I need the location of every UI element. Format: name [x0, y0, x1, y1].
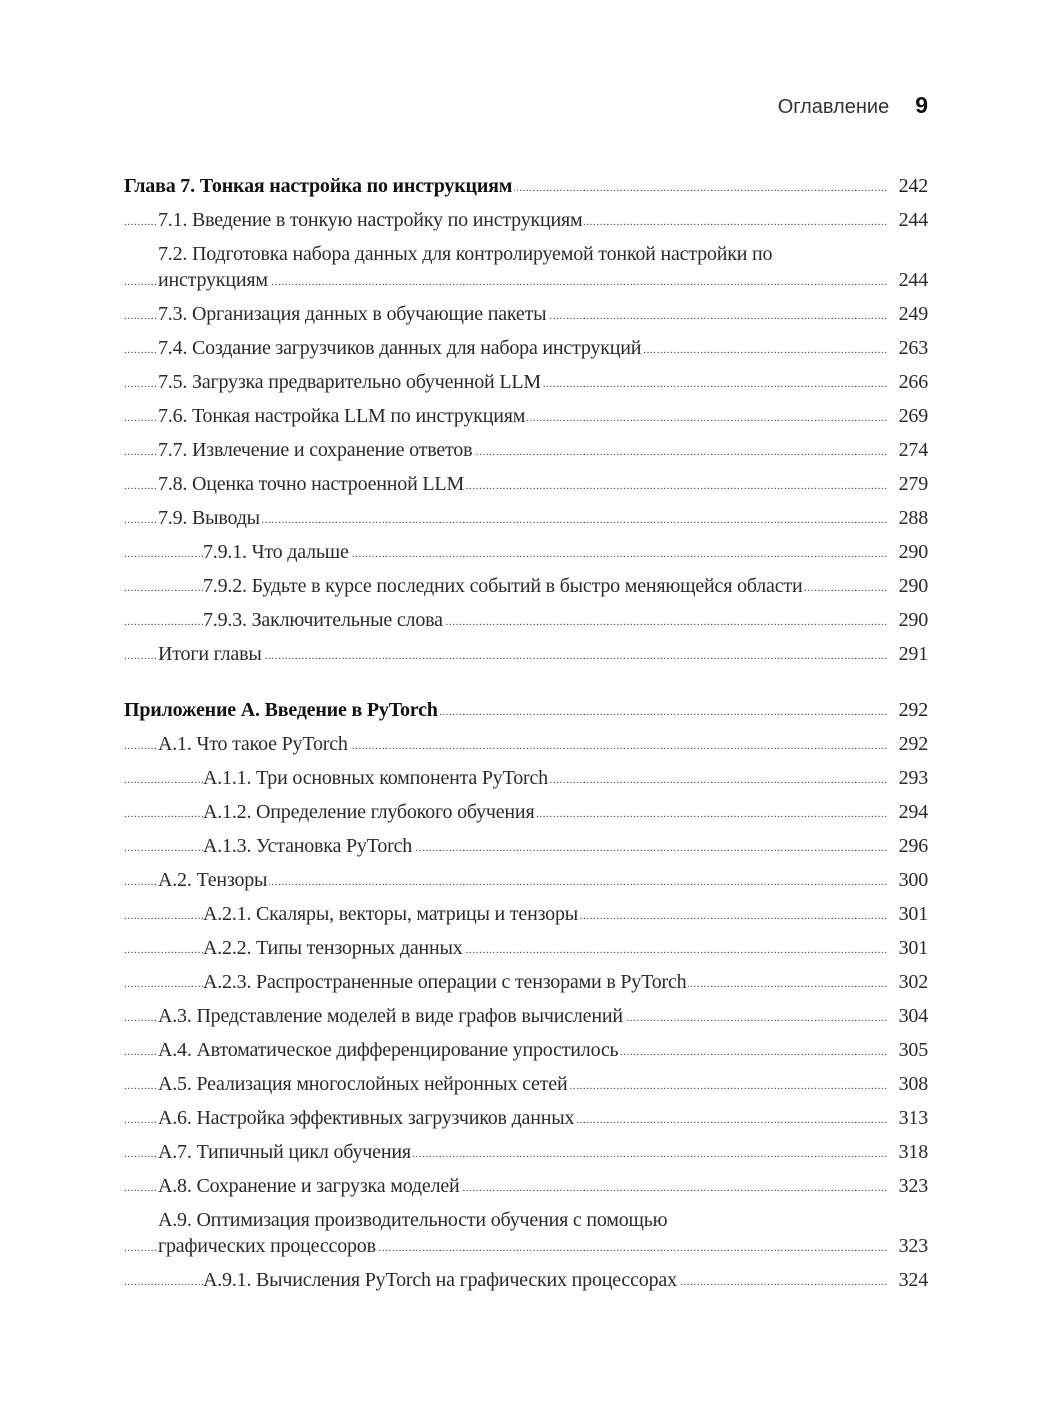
- toc-entry-title: А.4. Автоматическое дифференцирование уп…: [158, 1039, 621, 1061]
- toc-entry: 7.5. Загрузка предварительно обученной L…: [124, 365, 928, 399]
- toc-entry-page: 300: [898, 863, 928, 897]
- toc-chapter-entry: Приложение А. Введение в PyTorch 292: [124, 693, 928, 727]
- toc-entry-title: А.1. Что такое PyTorch: [158, 733, 350, 755]
- toc-entry-title: А.8. Сохранение и загрузка моделей: [158, 1175, 462, 1197]
- toc-entry: А.2.1. Скаляры, векторы, матрицы и тензо…: [124, 897, 928, 931]
- toc-entry-page: 263: [898, 331, 928, 365]
- toc-entry-page: 302: [898, 965, 928, 999]
- toc-entry-page: 266: [898, 365, 928, 399]
- toc-entry: Итоги главы 291: [124, 637, 928, 671]
- toc-entry-title: 7.9.1. Что дальше: [203, 541, 351, 563]
- toc-entry: 7.4. Создание загрузчиков данных для наб…: [124, 331, 928, 365]
- toc-entry: А.2.2. Типы тензорных данных 301: [124, 931, 928, 965]
- toc-entry-page: 274: [898, 433, 928, 467]
- toc-entry-page: 318: [898, 1135, 928, 1169]
- toc-entry-title: А.2.2. Типы тензорных данных: [203, 937, 465, 959]
- toc-entry: 7.7. Извлечение и сохранение ответов 274: [124, 433, 928, 467]
- toc-entry: А.1.1. Три основных компонента PyTorch 29…: [124, 761, 928, 795]
- toc-entry-page: 304: [898, 999, 928, 1033]
- toc-entry: А.1.3. Установка PyTorch 296: [124, 829, 928, 863]
- toc-entry-page: 269: [898, 399, 928, 433]
- toc-entry-page: 292: [898, 693, 928, 727]
- toc-entry: 7.9.3. Заключительные слова 290: [124, 603, 928, 637]
- toc-entry-title: 7.5. Загрузка предварительно обученной L…: [158, 371, 543, 393]
- toc-entry-title: А.7. Типичный цикл обучения: [158, 1141, 413, 1163]
- toc-entry-page: 324: [898, 1263, 928, 1297]
- toc-entry-page: 290: [898, 535, 928, 569]
- toc-entry: А.1. Что такое PyTorch 292: [124, 727, 928, 761]
- toc-entry-title: А.6. Настройка эффективных загрузчиков д…: [158, 1107, 577, 1129]
- toc-entry: 7.3. Организация данных в обучающие паке…: [124, 297, 928, 331]
- toc-entry-title: А.3. Представление моделей в виде графов…: [158, 1005, 625, 1027]
- toc-entry-title: 7.9.3. Заключительные слова: [203, 609, 445, 631]
- toc-entry: 7.2. Подготовка набора данных для контро…: [124, 237, 928, 297]
- toc-entry-page: 242: [898, 169, 928, 203]
- toc-entry-page: 294: [898, 795, 928, 829]
- toc-entry-title: А.2.3. Распространенные операции с тензо…: [203, 971, 689, 993]
- table-of-contents: Глава 7. Тонкая настройка по инструкциям…: [124, 169, 928, 1297]
- toc-entry-title: 7.8. Оценка точно настроенной LLM: [158, 473, 467, 495]
- toc-entry-page: 249: [898, 297, 928, 331]
- toc-entry-page: 290: [898, 603, 928, 637]
- toc-entry-title: Приложение А. Введение в PyTorch: [124, 699, 440, 721]
- toc-entry-page: 305: [898, 1033, 928, 1067]
- toc-entry: А.4. Автоматическое дифференцирование уп…: [124, 1033, 928, 1067]
- toc-entry-page: 323: [898, 1169, 928, 1203]
- toc-entry-page: 313: [898, 1101, 928, 1135]
- toc-entry-page: 296: [898, 829, 928, 863]
- toc-entry-page: 301: [898, 931, 928, 965]
- toc-entry-page: 323: [898, 1233, 928, 1259]
- toc-entry-page: 288: [898, 501, 928, 535]
- toc-chapter-entry: Глава 7. Тонкая настройка по инструкциям…: [124, 169, 928, 203]
- toc-entry-title: А.5. Реализация многослойных нейронных с…: [158, 1073, 570, 1095]
- toc-entry: А.3. Представление моделей в виде графов…: [124, 999, 928, 1033]
- toc-entry-title: А.1.1. Три основных компонента PyTorch: [203, 767, 550, 789]
- toc-entry: А.5. Реализация многослойных нейронных с…: [124, 1067, 928, 1101]
- toc-entry-title: А.9.1. Вычисления PyTorch на графических…: [203, 1269, 679, 1291]
- toc-entry-title: 7.7. Извлечение и сохранение ответов: [158, 439, 475, 461]
- toc-entry-page: 244: [898, 267, 928, 293]
- toc-entry: 7.8. Оценка точно настроенной LLM 279: [124, 467, 928, 501]
- toc-entry-title: 7.4. Создание загрузчиков данных для наб…: [158, 337, 644, 359]
- toc-entry-title: А.1.3. Установка PyTorch: [203, 835, 415, 857]
- toc-entry-title: А.2.1. Скаляры, векторы, матрицы и тензо…: [203, 903, 580, 925]
- running-header-title: Оглавление: [777, 96, 890, 118]
- toc-entry-title: 7.3. Организация данных в обучающие паке…: [158, 303, 549, 325]
- toc-entry: А.2.3. Распространенные операции с тензо…: [124, 965, 928, 999]
- toc-entry-page: 290: [898, 573, 928, 599]
- toc-entry: 7.6. Тонкая настройка LLM по инструкциям…: [124, 399, 928, 433]
- toc-entry: А.6. Настройка эффективных загрузчиков д…: [124, 1101, 928, 1135]
- toc-entry: А.9. Оптимизация производительности обуч…: [124, 1203, 928, 1263]
- toc-entry-title: 7.1. Введение в тонкую настройку по инст…: [158, 209, 585, 231]
- toc-entry-page: 301: [898, 897, 928, 931]
- running-header: Оглавление 9: [778, 92, 928, 119]
- toc-entry: 7.9.2. Будьте в курсе последних событий …: [124, 569, 928, 603]
- toc-entry: 7.9. Выводы 288: [124, 501, 928, 535]
- toc-entry: 7.9.1. Что дальше 290: [124, 535, 928, 569]
- toc-entry-title: А.2. Тензоры: [158, 869, 270, 891]
- toc-entry: 7.1. Введение в тонкую настройку по инст…: [124, 203, 928, 237]
- toc-entry-title: 7.9.2. Будьте в курсе последних событий …: [203, 575, 805, 597]
- toc-entry-title: Глава 7. Тонкая настройка по инструкциям: [124, 175, 515, 197]
- toc-entry: А.1.2. Определение глубокого обучения 294: [124, 795, 928, 829]
- page-number: 9: [915, 92, 928, 118]
- toc-entry-page: 291: [898, 637, 928, 671]
- toc-entry: А.8. Сохранение и загрузка моделей 323: [124, 1169, 928, 1203]
- toc-entry-page: 292: [898, 727, 928, 761]
- toc-entry-page: 279: [898, 467, 928, 501]
- toc-entry-page: 293: [898, 761, 928, 795]
- toc-entry: А.7. Типичный цикл обучения 318: [124, 1135, 928, 1169]
- toc-entry-title: 7.6. Тонкая настройка LLM по инструкциям: [158, 405, 528, 427]
- toc-entry-page: 244: [898, 203, 928, 237]
- toc-entry: А.9.1. Вычисления PyTorch на графических…: [124, 1263, 928, 1297]
- toc-entry-title: Итоги главы: [158, 643, 264, 665]
- toc-entry: А.2. Тензоры 300: [124, 863, 928, 897]
- toc-entry-title: А.1.2. Определение глубокого обучения: [203, 801, 537, 823]
- toc-entry-page: 308: [898, 1067, 928, 1101]
- toc-entry-title: 7.9. Выводы: [158, 507, 262, 529]
